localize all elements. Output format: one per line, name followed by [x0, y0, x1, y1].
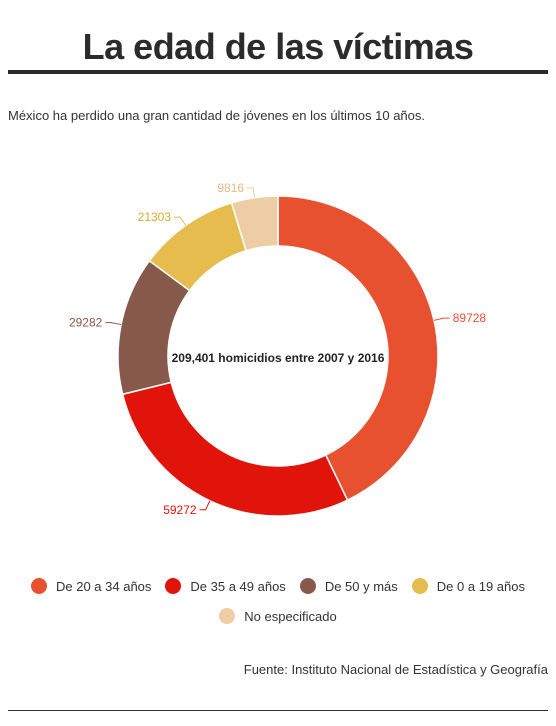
footer-divider	[8, 710, 548, 711]
legend-label: De 35 a 49 años	[190, 578, 286, 594]
legend-item-de-50-y-mas: De 50 y más	[299, 578, 398, 594]
leader-line-de-20-a-34-anos	[433, 317, 450, 321]
legend-item-no-especificado: No especificado	[219, 608, 337, 624]
legend-item-de-35-a-49-anos: De 35 a 49 años	[165, 578, 286, 594]
legend: De 20 a 34 años De 35 a 49 años De 50 y má…	[0, 578, 556, 638]
chart-title: La edad de las víctimas	[82, 26, 474, 67]
legend-row: No especificado	[0, 608, 556, 624]
slice-labels: 89728 59272 29282 21303 9816	[69, 181, 486, 517]
legend-label: De 0 a 19 años	[436, 578, 525, 594]
legend-swatch	[411, 578, 428, 594]
data-label-no-especificado: 9816	[217, 181, 244, 195]
donut-center-text: 209,401 homicidios entre 2007 y 2016	[172, 351, 385, 365]
slice-de-35-a-49-anos	[121, 381, 349, 517]
chart-subtitle: México ha perdido una gran cantidad de j…	[8, 108, 425, 123]
legend-swatch	[299, 578, 316, 594]
slice-no-especificado	[230, 195, 279, 252]
legend-label: De 20 a 34 años	[56, 578, 152, 594]
donut-chart: 89728 59272 29282 21303 9816 209,401 homicid…	[69, 181, 486, 517]
leader-line-de-0-a-19-anos	[174, 216, 187, 226]
data-label-de-35-a-49-anos: 59272	[163, 503, 197, 517]
data-label-de-20-a-34-anos: 89728	[453, 311, 487, 325]
leader-line-no-especificado	[247, 187, 256, 198]
legend-swatch	[219, 608, 236, 624]
title-divider	[8, 70, 548, 74]
leader-line-de-35-a-49-anos	[199, 500, 211, 511]
legend-label: De 50 y más	[324, 578, 398, 594]
slice-de-20-a-34-anos	[277, 195, 439, 502]
legend-label: No especificado	[244, 608, 337, 624]
data-label-de-0-a-19-anos: 21303	[138, 210, 172, 224]
donut-slices	[117, 195, 439, 517]
data-label-de-50-y-mas: 29282	[69, 316, 103, 330]
legend-swatch	[31, 578, 47, 594]
legend-swatch	[165, 578, 182, 594]
source-note: Fuente: Instituto Nacional de Estadístic…	[243, 662, 548, 677]
legend-row: De 20 a 34 años De 35 a 49 años De 50 y má…	[0, 578, 556, 594]
leader-line-de-50-y-mas	[105, 322, 122, 326]
legend-item-de-0-a-19-anos: De 0 a 19 años	[411, 578, 525, 594]
legend-item-de-20-a-34-anos: De 20 a 34 años	[31, 578, 151, 594]
leader-lines	[105, 187, 450, 511]
